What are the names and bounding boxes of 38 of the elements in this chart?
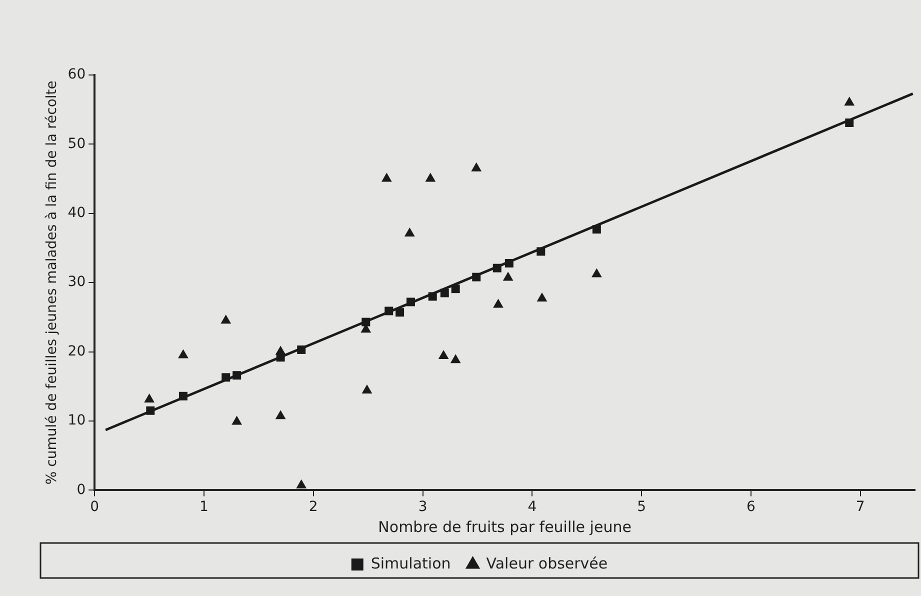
- point: [591, 268, 602, 278]
- x-tick-label: 0: [90, 499, 100, 516]
- x-tick-label: 2: [308, 499, 318, 516]
- point: [471, 162, 482, 172]
- y-tick-label: 50: [68, 136, 86, 152]
- point: [844, 96, 855, 106]
- legend-label: Simulation: [370, 554, 451, 572]
- point: [536, 292, 548, 302]
- point: [144, 394, 155, 403]
- x-tick-label: 3: [418, 499, 428, 516]
- y-tick-label: 20: [68, 343, 86, 360]
- point: [450, 354, 461, 364]
- point: [275, 410, 286, 420]
- x-tick-label: 4: [528, 499, 537, 516]
- point: [404, 227, 415, 236]
- x-tick-label: 6: [746, 499, 756, 516]
- y-axis-title: % cumulé de feuilles jeunes malades à la fin de la récolte: [44, 80, 60, 485]
- point: [296, 479, 307, 488]
- point: [425, 172, 436, 182]
- point: [220, 314, 232, 324]
- y-tick-label: 10: [68, 412, 86, 429]
- y-tick-label: 30: [68, 274, 86, 290]
- point: [232, 416, 242, 425]
- y-tick-label: 60: [68, 66, 86, 83]
- x-tick-label: 1: [200, 499, 208, 516]
- y-tick-label: 0: [76, 482, 86, 498]
- point: [362, 384, 372, 394]
- y-tick-label: 40: [68, 205, 86, 222]
- legend-label: Valeur observée: [486, 554, 608, 572]
- x-axis-title: Nombre de fruits par feuille jeune: [378, 518, 632, 536]
- point: [438, 350, 449, 359]
- point: [396, 308, 404, 317]
- point: [493, 298, 504, 308]
- x-tick-label: 5: [637, 499, 646, 516]
- point: [178, 349, 188, 358]
- x-tick-label: 7: [856, 499, 865, 516]
- point: [381, 172, 392, 182]
- point: [502, 272, 514, 281]
